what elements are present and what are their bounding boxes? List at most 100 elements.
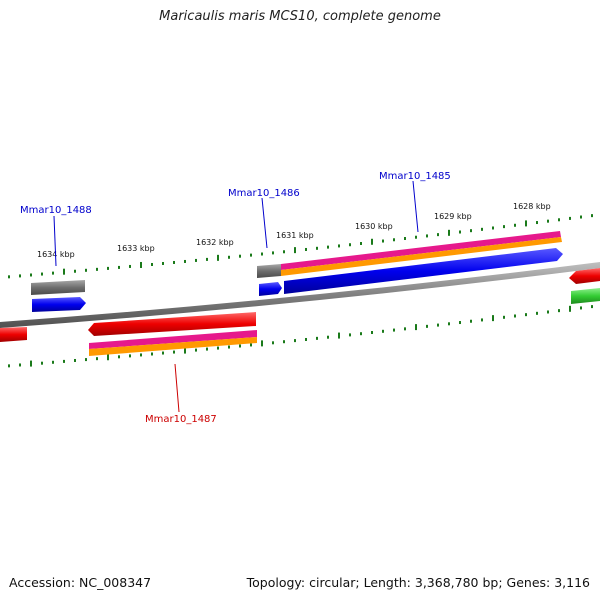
tick-mark bbox=[217, 254, 219, 261]
tick-mark bbox=[8, 275, 10, 279]
gene-arrow-red[interactable] bbox=[88, 312, 256, 336]
tick-mark bbox=[503, 315, 505, 319]
tick-mark bbox=[250, 343, 252, 347]
gene-arrow-green[interactable] bbox=[571, 288, 600, 304]
tick-mark bbox=[184, 347, 186, 354]
genome-backbone bbox=[0, 262, 600, 328]
tick-mark bbox=[547, 219, 549, 223]
tick-mark bbox=[591, 214, 593, 218]
tick-mark bbox=[239, 254, 241, 258]
tick-mark bbox=[327, 245, 329, 249]
tick-mark bbox=[107, 354, 109, 361]
tick-mark bbox=[338, 332, 340, 339]
tick-mark bbox=[206, 257, 208, 261]
tick-mark bbox=[426, 234, 428, 238]
tick-mark bbox=[118, 355, 120, 359]
tick-mark bbox=[481, 227, 483, 231]
tick-mark bbox=[283, 250, 285, 254]
tick-mark bbox=[272, 341, 274, 345]
gene-label[interactable]: Mmar10_1488 bbox=[20, 205, 92, 216]
tick-mark bbox=[184, 259, 186, 263]
tick-mark bbox=[63, 359, 65, 363]
tick-mark bbox=[305, 247, 307, 251]
gene-arrow-blue[interactable] bbox=[284, 248, 563, 294]
tick-mark bbox=[404, 237, 406, 241]
tick-mark bbox=[173, 260, 175, 264]
gene-arrow-red[interactable] bbox=[0, 327, 27, 342]
tick-mark bbox=[96, 357, 98, 361]
tick-mark bbox=[393, 328, 395, 332]
tick-mark bbox=[74, 269, 76, 273]
gene-label[interactable]: Mmar10_1487 bbox=[145, 414, 217, 425]
tick-mark bbox=[492, 226, 494, 230]
tick-mark bbox=[492, 315, 494, 322]
tick-mark bbox=[316, 336, 318, 340]
tick-mark bbox=[360, 242, 362, 246]
tick-label: 1631 kbp bbox=[276, 231, 314, 240]
tick-mark bbox=[569, 305, 571, 312]
tick-mark bbox=[415, 235, 417, 239]
tick-mark bbox=[316, 246, 318, 250]
tick-mark bbox=[547, 310, 549, 314]
tick-mark bbox=[382, 329, 384, 333]
tick-mark bbox=[261, 340, 263, 347]
inner-tick-track bbox=[8, 305, 593, 368]
gene-label-leader bbox=[53, 215, 57, 267]
feature-band-pink[interactable] bbox=[89, 330, 257, 349]
feature-band-orange[interactable] bbox=[89, 337, 257, 356]
tick-mark bbox=[41, 272, 43, 276]
tick-label: 1630 kbp bbox=[355, 222, 393, 231]
tick-mark bbox=[294, 247, 296, 254]
tick-mark bbox=[283, 340, 285, 344]
tick-mark bbox=[481, 318, 483, 322]
tick-mark bbox=[74, 358, 76, 362]
tick-mark bbox=[228, 345, 230, 349]
gene-label-leader bbox=[174, 363, 180, 413]
tick-mark bbox=[19, 274, 21, 278]
accession-text: Accession: NC_008347 bbox=[9, 575, 152, 590]
tick-mark bbox=[415, 324, 417, 331]
tick-mark bbox=[129, 264, 131, 268]
gene-arrow-red[interactable] bbox=[569, 268, 600, 284]
tick-mark bbox=[173, 350, 175, 354]
tick-mark bbox=[162, 351, 164, 355]
tick-mark bbox=[558, 218, 560, 222]
tick-mark bbox=[426, 324, 428, 328]
gene-box-gray[interactable] bbox=[31, 280, 85, 295]
tick-mark bbox=[107, 266, 109, 270]
gene-label[interactable]: Mmar10_1486 bbox=[228, 188, 300, 199]
feature-band-pink[interactable] bbox=[281, 231, 561, 270]
tick-mark bbox=[371, 331, 373, 335]
tick-mark bbox=[459, 321, 461, 325]
tick-mark bbox=[349, 243, 351, 247]
tick-mark bbox=[162, 261, 164, 265]
tick-mark bbox=[206, 347, 208, 351]
tick-mark bbox=[470, 319, 472, 323]
gene-arrow-blue[interactable] bbox=[32, 297, 86, 312]
feature-band-orange[interactable] bbox=[281, 237, 562, 276]
tick-mark bbox=[52, 271, 54, 275]
tick-mark bbox=[382, 239, 384, 243]
tick-mark bbox=[580, 306, 582, 310]
tick-mark bbox=[514, 223, 516, 227]
tick-label: 1633 kbp bbox=[117, 244, 155, 253]
tick-mark bbox=[250, 253, 252, 257]
outer-tick-track bbox=[8, 214, 593, 279]
tick-mark bbox=[129, 354, 131, 358]
tick-mark bbox=[437, 233, 439, 237]
tick-label: 1628 kbp bbox=[513, 202, 551, 211]
tick-mark bbox=[514, 314, 516, 318]
gene-arrow-blue[interactable] bbox=[259, 282, 282, 296]
tick-mark bbox=[448, 322, 450, 326]
gene-box-gray[interactable] bbox=[257, 264, 281, 278]
tick-mark bbox=[63, 268, 65, 275]
tick-mark bbox=[404, 327, 406, 331]
tick-mark bbox=[448, 229, 450, 236]
tick-mark bbox=[569, 216, 571, 220]
tick-mark bbox=[140, 353, 142, 357]
tick-mark bbox=[580, 215, 582, 219]
gene-label[interactable]: Mmar10_1485 bbox=[379, 171, 451, 182]
map-title: Maricaulis maris MCS10, complete genome bbox=[159, 9, 441, 24]
tick-mark bbox=[96, 267, 98, 271]
